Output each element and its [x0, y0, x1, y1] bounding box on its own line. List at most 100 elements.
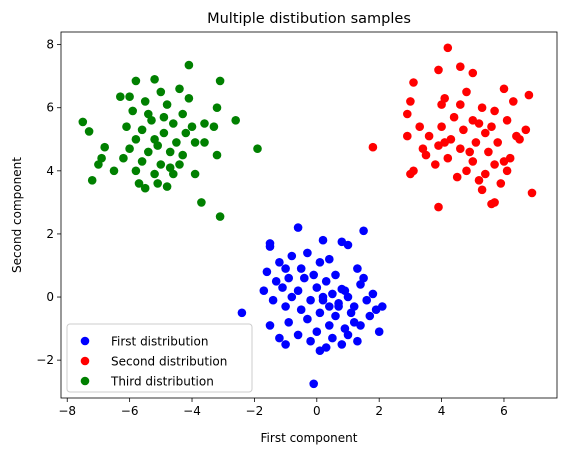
- data-point: [315, 308, 325, 318]
- data-point: [212, 103, 222, 112]
- legend-label: Third distribution: [110, 375, 214, 389]
- data-point: [406, 169, 415, 179]
- data-point: [359, 273, 368, 283]
- y-tick-label: 0: [46, 290, 54, 304]
- data-point: [499, 84, 509, 94]
- data-point: [271, 277, 281, 286]
- data-point: [150, 75, 159, 84]
- data-point: [78, 117, 88, 127]
- data-point: [293, 223, 303, 232]
- data-point: [343, 292, 353, 302]
- data-point: [215, 212, 225, 221]
- data-point: [278, 283, 287, 292]
- x-tick-label: 6: [500, 404, 508, 418]
- data-point: [284, 273, 294, 283]
- data-point: [456, 144, 465, 153]
- data-point: [456, 100, 465, 109]
- data-point: [131, 135, 141, 144]
- data-point: [100, 142, 109, 152]
- data-point: [474, 176, 484, 185]
- x-tick-label: 0: [313, 404, 321, 418]
- data-point: [312, 327, 322, 337]
- data-point: [403, 131, 412, 141]
- data-point: [437, 122, 446, 131]
- data-point: [353, 264, 362, 273]
- y-axis-ticks: −2 0 2 4 6 8: [36, 38, 61, 367]
- data-point: [265, 242, 275, 251]
- data-point: [162, 182, 172, 191]
- data-point: [144, 147, 153, 157]
- data-point: [137, 157, 147, 166]
- data-point: [156, 87, 166, 97]
- data-point: [275, 333, 284, 343]
- data-point: [406, 97, 415, 106]
- data-point: [409, 78, 418, 87]
- data-point: [337, 284, 347, 294]
- data-point: [468, 157, 478, 166]
- data-point: [331, 311, 340, 321]
- legend-marker: [80, 376, 90, 386]
- data-point: [175, 84, 184, 94]
- data-point: [490, 106, 499, 116]
- data-point: [122, 122, 131, 131]
- data-point: [116, 92, 125, 101]
- data-point: [309, 379, 319, 389]
- data-point: [471, 138, 481, 147]
- data-point: [318, 235, 328, 245]
- data-point: [184, 94, 194, 103]
- data-point: [137, 125, 147, 135]
- data-point: [237, 308, 247, 318]
- data-point: [281, 340, 290, 349]
- data-point: [502, 166, 512, 176]
- y-tick-label: 6: [46, 101, 54, 115]
- data-point: [287, 251, 297, 261]
- chart-title: Multiple distibution samples: [207, 11, 411, 27]
- data-point: [521, 125, 531, 135]
- data-point: [443, 153, 453, 163]
- data-point: [300, 273, 309, 283]
- data-point: [449, 112, 459, 122]
- data-point: [368, 142, 378, 152]
- data-point: [331, 270, 340, 280]
- data-point: [281, 264, 290, 273]
- x-tick-label: −6: [121, 404, 139, 418]
- data-point: [284, 318, 294, 327]
- plot-area-frame: [60, 31, 558, 399]
- data-point: [328, 333, 337, 343]
- x-tick-label: −2: [246, 404, 264, 418]
- data-point: [465, 147, 475, 157]
- data-point: [253, 144, 262, 153]
- data-point: [212, 150, 222, 160]
- data-point: [374, 327, 384, 337]
- data-point: [502, 116, 512, 125]
- data-point: [334, 302, 343, 311]
- legend: First distribution Second distribution Thi…: [66, 323, 253, 393]
- data-point: [159, 128, 169, 138]
- data-point: [200, 138, 209, 147]
- data-point: [153, 141, 162, 150]
- x-tick-label: −8: [58, 404, 76, 418]
- data-point: [125, 92, 134, 101]
- data-point: [527, 188, 537, 198]
- data-point: [343, 240, 353, 250]
- data-point: [94, 160, 103, 169]
- data-point: [165, 147, 175, 157]
- data-point: [424, 131, 434, 141]
- legend-marker: [80, 356, 90, 366]
- data-point: [303, 248, 312, 258]
- data-point: [215, 76, 225, 86]
- data-point: [496, 179, 506, 188]
- data-point: [325, 254, 334, 264]
- data-point: [293, 286, 303, 296]
- data-point: [353, 336, 362, 346]
- data-point: [268, 295, 278, 305]
- y-tick-label: −2: [36, 353, 54, 367]
- y-axis-label: Second component: [10, 157, 24, 273]
- data-point: [175, 160, 184, 169]
- data-point: [456, 62, 465, 71]
- data-point: [190, 138, 200, 147]
- x-tick-label: 2: [375, 404, 383, 418]
- data-point: [172, 138, 181, 147]
- data-point: [493, 138, 503, 147]
